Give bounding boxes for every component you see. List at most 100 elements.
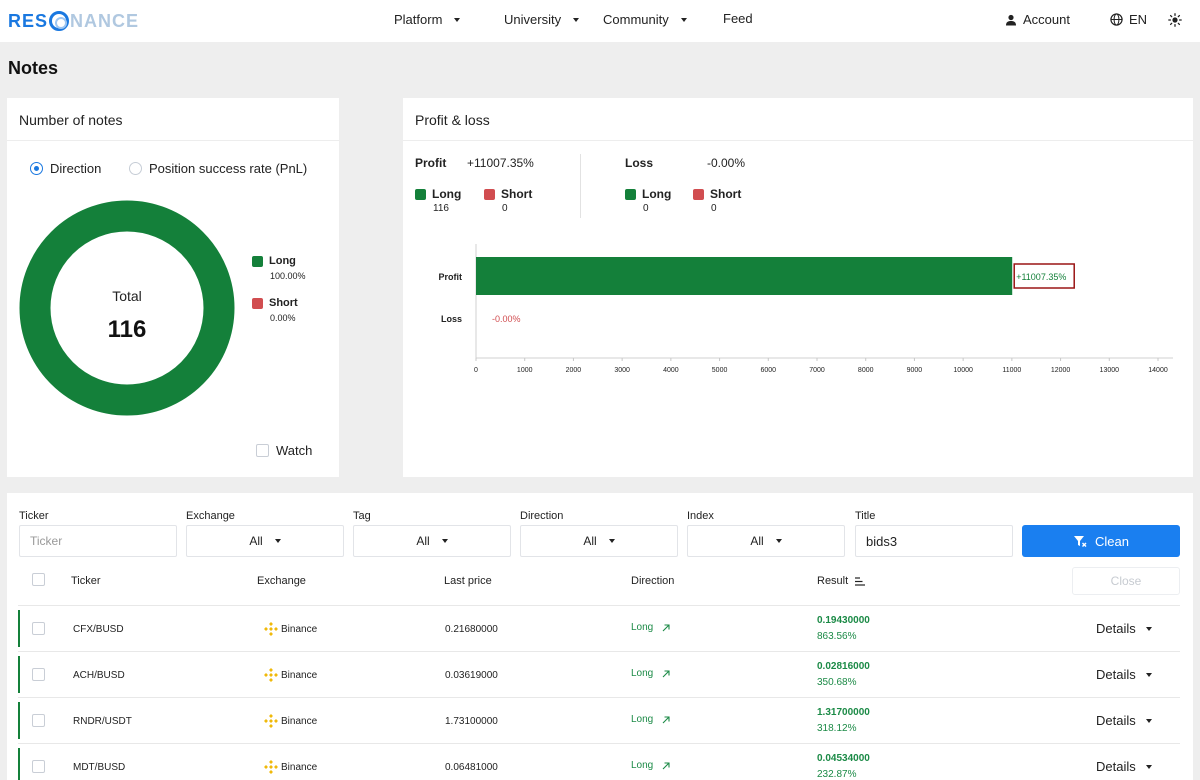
index-select-value: All	[750, 534, 764, 548]
col-header-last-price[interactable]: Last price	[444, 575, 492, 587]
radio-direction[interactable]: Direction	[30, 161, 101, 176]
nav-university-label: University	[504, 12, 562, 27]
profit-value: +11007.35%	[467, 156, 534, 170]
language-selector[interactable]: EN	[1110, 12, 1147, 27]
row-checkbox[interactable]	[32, 668, 45, 681]
select-all-checkbox[interactable]	[32, 573, 45, 586]
account-menu[interactable]: Account	[1005, 12, 1070, 27]
row-result: 0.19430000 863.56%	[817, 615, 870, 642]
short-swatch	[484, 188, 495, 200]
result-value: 0.04534000	[817, 753, 870, 764]
result-value: 0.02816000	[817, 661, 870, 672]
direction-label: Long	[631, 714, 654, 725]
row-details-button[interactable]: Details	[1096, 713, 1152, 728]
binance-icon	[264, 714, 278, 728]
exchange-name: Binance	[281, 715, 318, 727]
count-value: 0	[502, 203, 508, 214]
chevron-down-icon	[775, 539, 782, 543]
profit-loss-card: Profit & loss Profit +11007.35% Long 116…	[403, 98, 1193, 477]
radio-direction-label: Direction	[50, 161, 102, 176]
table-row[interactable]: ACH/BUSD Binance 0.03619000 Long 0.02816…	[18, 652, 1180, 698]
x-tick-label: 13000	[1100, 367, 1120, 374]
table-header-divider	[18, 605, 1180, 606]
nav-platform[interactable]: Platform	[394, 12, 461, 27]
profit-loss-bar-chart: Profit +11007.35% Loss -0.00% 0 1000 2000 3000 4…	[439, 244, 1173, 374]
exchange-select[interactable]: All	[186, 525, 344, 557]
clean-button-label: Clean	[1095, 533, 1129, 549]
tag-select[interactable]: All	[353, 525, 511, 557]
data-label-highlight-box	[1013, 263, 1075, 289]
resonance-logo[interactable]: RES NANCE	[8, 9, 139, 33]
clear-filter-icon	[1073, 534, 1087, 548]
nav-community[interactable]: Community	[603, 12, 687, 27]
language-label: EN	[1129, 12, 1148, 27]
col-header-direction[interactable]: Direction	[631, 575, 675, 587]
row-ticker: CFX/BUSD	[73, 624, 124, 635]
nav-community-label: Community	[603, 12, 669, 27]
filter-title-label: Title	[855, 510, 876, 522]
nav-feed-label: Feed	[723, 11, 753, 26]
index-select[interactable]: All	[687, 525, 845, 557]
row-details-button[interactable]: Details	[1096, 667, 1152, 682]
x-tick-label: 5000	[712, 367, 728, 374]
result-value: 0.19430000	[817, 615, 870, 626]
title-input-value: bids3	[866, 533, 898, 549]
result-percent: 232.87%	[817, 769, 857, 780]
result-percent: 318.12%	[817, 723, 857, 734]
profit-long-count: Long 116	[415, 187, 461, 214]
exchange-name: Binance	[281, 623, 318, 635]
row-checkbox[interactable]	[32, 622, 45, 635]
table-row[interactable]: RNDR/USDT Binance 1.73100000 Long 1.3170…	[18, 698, 1180, 744]
direction-select-value: All	[583, 534, 597, 548]
row-checkbox[interactable]	[32, 714, 45, 727]
loss-label: Loss	[625, 156, 654, 170]
close-button[interactable]: Close	[1072, 567, 1180, 595]
watch-checkbox[interactable]: Watch	[256, 443, 312, 458]
row-details-button[interactable]: Details	[1096, 759, 1152, 774]
sort-icon[interactable]	[855, 576, 866, 586]
details-label: Details	[1096, 667, 1136, 682]
direction-label: Long	[631, 668, 654, 679]
vertical-divider	[580, 154, 581, 218]
x-tick-label: 11000	[1002, 367, 1021, 374]
theme-toggle[interactable]	[1168, 13, 1182, 27]
row-direction: Long	[631, 622, 671, 633]
x-tick-label: 6000	[760, 367, 776, 374]
row-checkbox[interactable]	[32, 760, 45, 773]
legend-long-pct: 100.00%	[270, 271, 306, 281]
x-tick-label: 3000	[614, 367, 630, 374]
chevron-down-icon	[441, 539, 448, 543]
ticker-input[interactable]: Ticker	[19, 525, 177, 557]
row-exchange: Binance	[264, 714, 317, 728]
direction-select[interactable]: All	[520, 525, 678, 557]
details-label: Details	[1096, 713, 1136, 728]
col-header-ticker[interactable]: Ticker	[71, 575, 101, 587]
col-header-result[interactable]: Result	[817, 575, 866, 587]
col-header-exchange[interactable]: Exchange	[257, 575, 306, 587]
row-details-button[interactable]: Details	[1096, 621, 1152, 636]
table-row[interactable]: MDT/BUSD Binance 0.06481000 Long 0.04534…	[18, 744, 1180, 780]
arrow-up-right-icon	[662, 623, 670, 631]
nav-university[interactable]: University	[504, 12, 580, 27]
clean-filters-button[interactable]: Clean	[1022, 525, 1180, 557]
direction-label: Long	[631, 622, 654, 633]
count-value: 116	[433, 203, 449, 214]
long-swatch	[625, 188, 636, 200]
filter-exchange-label: Exchange	[186, 510, 235, 522]
divider	[7, 140, 339, 141]
loss-value: -0.00%	[707, 156, 746, 170]
table-row[interactable]: CFX/BUSD Binance 0.21680000 Long 0.19430…	[18, 606, 1180, 652]
exchange-name: Binance	[281, 761, 318, 773]
count-value: 0	[643, 203, 649, 214]
row-direction-indicator	[18, 748, 20, 780]
title-input[interactable]: bids3	[855, 525, 1013, 557]
x-tick-label: 7000	[809, 367, 825, 374]
binance-icon	[264, 668, 278, 682]
sun-icon	[1168, 13, 1182, 27]
legend-short-label: Short	[269, 297, 298, 309]
chevron-down-icon	[680, 17, 687, 22]
nav-feed[interactable]: Feed	[723, 11, 753, 26]
row-last-price: 0.03619000	[445, 670, 498, 681]
radio-pnl[interactable]: Position success rate (PnL)	[129, 161, 307, 176]
count-value: 0	[711, 203, 717, 214]
